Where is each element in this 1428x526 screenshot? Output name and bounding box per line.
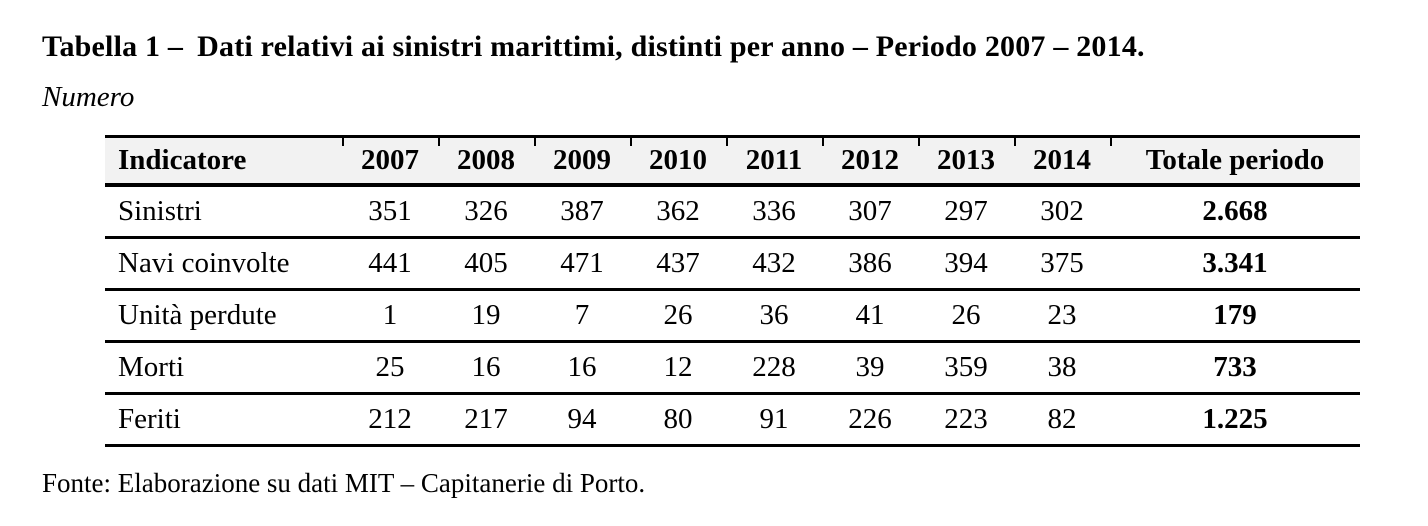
cell-value: 302 — [1014, 185, 1110, 239]
cell-value: 471 — [534, 237, 630, 291]
cell-value: 326 — [438, 185, 534, 239]
cell-value: 26 — [630, 289, 726, 343]
table-row-morti: Morti 25 16 16 12 228 39 359 38 733 — [105, 341, 1360, 395]
cell-total: 179 — [1110, 289, 1360, 343]
table-subtitle: Numero — [42, 81, 135, 113]
cell-value: 387 — [534, 185, 630, 239]
cell-value: 94 — [534, 393, 630, 447]
row-label: Sinistri — [105, 185, 342, 239]
column-header-2013: 2013 — [918, 136, 1014, 187]
cell-value: 12 — [630, 341, 726, 395]
cell-value: 1 — [342, 289, 438, 343]
row-label: Navi coinvolte — [105, 237, 342, 291]
column-header-2008: 2008 — [438, 136, 534, 187]
row-label: Morti — [105, 341, 342, 395]
table-title: Tabella 1 – Dati relativi ai sinistri mar… — [42, 30, 1428, 64]
column-header-2012: 2012 — [822, 136, 918, 187]
cell-value: 297 — [918, 185, 1014, 239]
cell-total: 733 — [1110, 341, 1360, 395]
column-header-indicatore: Indicatore — [105, 136, 342, 187]
cell-value: 39 — [822, 341, 918, 395]
cell-value: 23 — [1014, 289, 1110, 343]
cell-total: 1.225 — [1110, 393, 1360, 447]
row-label: Unità perdute — [105, 289, 342, 343]
cell-value: 432 — [726, 237, 822, 291]
table-title-text: Dati relativi ai sinistri marittimi, dis… — [197, 30, 1145, 63]
cell-value: 82 — [1014, 393, 1110, 447]
cell-value: 307 — [822, 185, 918, 239]
table-header-row: Indicatore 2007 2008 2009 2010 2011 2012… — [105, 136, 1360, 187]
cell-value: 26 — [918, 289, 1014, 343]
table-row-feriti: Feriti 212 217 94 80 91 226 223 82 1.225 — [105, 393, 1360, 447]
cell-value: 223 — [918, 393, 1014, 447]
cell-value: 405 — [438, 237, 534, 291]
row-label: Feriti — [105, 393, 342, 447]
column-header-2007: 2007 — [342, 136, 438, 187]
cell-value: 91 — [726, 393, 822, 447]
cell-value: 212 — [342, 393, 438, 447]
cell-value: 437 — [630, 237, 726, 291]
cell-total: 3.341 — [1110, 237, 1360, 291]
cell-value: 386 — [822, 237, 918, 291]
cell-value: 336 — [726, 185, 822, 239]
cell-value: 351 — [342, 185, 438, 239]
source-note: Fonte: Elaborazione su dati MIT – Capita… — [42, 468, 646, 498]
table-title-label: Tabella 1 – — [42, 30, 184, 63]
column-header-totale-periodo: Totale periodo — [1110, 136, 1360, 187]
cell-value: 19 — [438, 289, 534, 343]
cell-value: 375 — [1014, 237, 1110, 291]
cell-value: 38 — [1014, 341, 1110, 395]
cell-value: 226 — [822, 393, 918, 447]
column-header-2009: 2009 — [534, 136, 630, 187]
column-header-2011: 2011 — [726, 136, 822, 187]
cell-value: 16 — [438, 341, 534, 395]
cell-value: 7 — [534, 289, 630, 343]
cell-value: 41 — [822, 289, 918, 343]
table-row-sinistri: Sinistri 351 326 387 362 336 307 297 302… — [105, 185, 1360, 239]
cell-value: 394 — [918, 237, 1014, 291]
table-row-navi-coinvolte: Navi coinvolte 441 405 471 437 432 386 3… — [105, 237, 1360, 291]
cell-value: 441 — [342, 237, 438, 291]
cell-value: 217 — [438, 393, 534, 447]
cell-value: 362 — [630, 185, 726, 239]
cell-total: 2.668 — [1110, 185, 1360, 239]
cell-value: 16 — [534, 341, 630, 395]
column-header-2010: 2010 — [630, 136, 726, 187]
cell-value: 80 — [630, 393, 726, 447]
table-row-unita-perdute: Unità perdute 1 19 7 26 36 41 26 23 179 — [105, 289, 1360, 343]
sinistri-marittimi-table: Indicatore 2007 2008 2009 2010 2011 2012… — [105, 135, 1360, 447]
cell-value: 36 — [726, 289, 822, 343]
cell-value: 25 — [342, 341, 438, 395]
cell-value: 228 — [726, 341, 822, 395]
column-header-2014: 2014 — [1014, 136, 1110, 187]
cell-value: 359 — [918, 341, 1014, 395]
